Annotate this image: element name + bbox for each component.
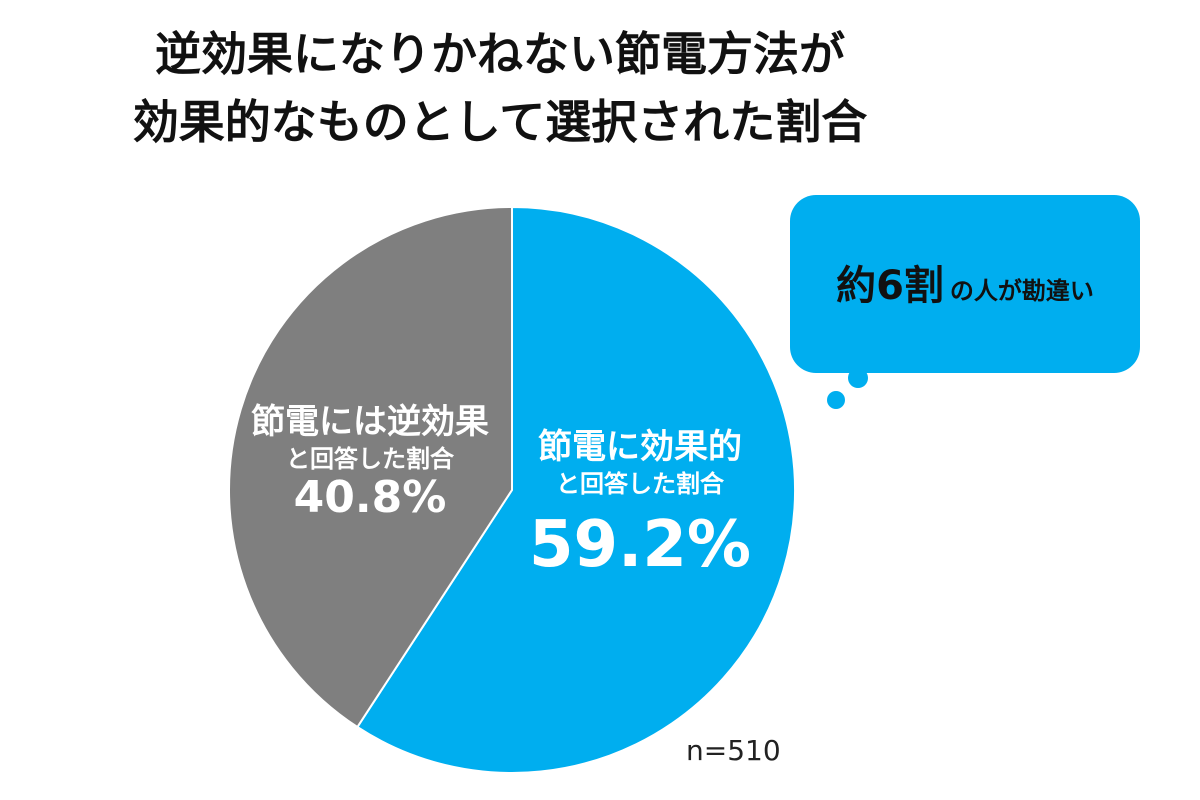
grey-slice-label-line1: 節電には逆効果 bbox=[251, 402, 489, 442]
callout-tail-dot-large bbox=[848, 368, 868, 388]
grey-slice-label-line2: と回答した割合 bbox=[286, 445, 455, 473]
pie-slice-counterproductive bbox=[228, 205, 513, 729]
grey-slice-value: 40.8% bbox=[294, 472, 447, 523]
blue-slice-label-line2: と回答した割合 bbox=[556, 470, 725, 498]
pie-slice-effective bbox=[355, 205, 796, 774]
callout-bubble bbox=[790, 195, 1140, 373]
chart-title-line2: 効果的なものとして選択された割合 bbox=[132, 95, 868, 149]
callout-text: 約6割 の人が勘違い bbox=[836, 263, 1094, 309]
callout-emphasis: 約6割 bbox=[836, 263, 944, 309]
sample-size: n=510 bbox=[686, 734, 781, 767]
callout-tail-dot-small bbox=[827, 391, 845, 409]
blue-slice-value: 59.2% bbox=[529, 508, 751, 582]
chart-title: 逆効果になりかねない節電方法が 効果的なものとして選択された割合 bbox=[0, 20, 1000, 156]
blue-slice-label-line1: 節電に効果的 bbox=[538, 427, 742, 467]
chart-title-line1: 逆効果になりかねない節電方法が bbox=[155, 27, 845, 81]
callout-rest: の人が勘違い bbox=[950, 277, 1094, 305]
